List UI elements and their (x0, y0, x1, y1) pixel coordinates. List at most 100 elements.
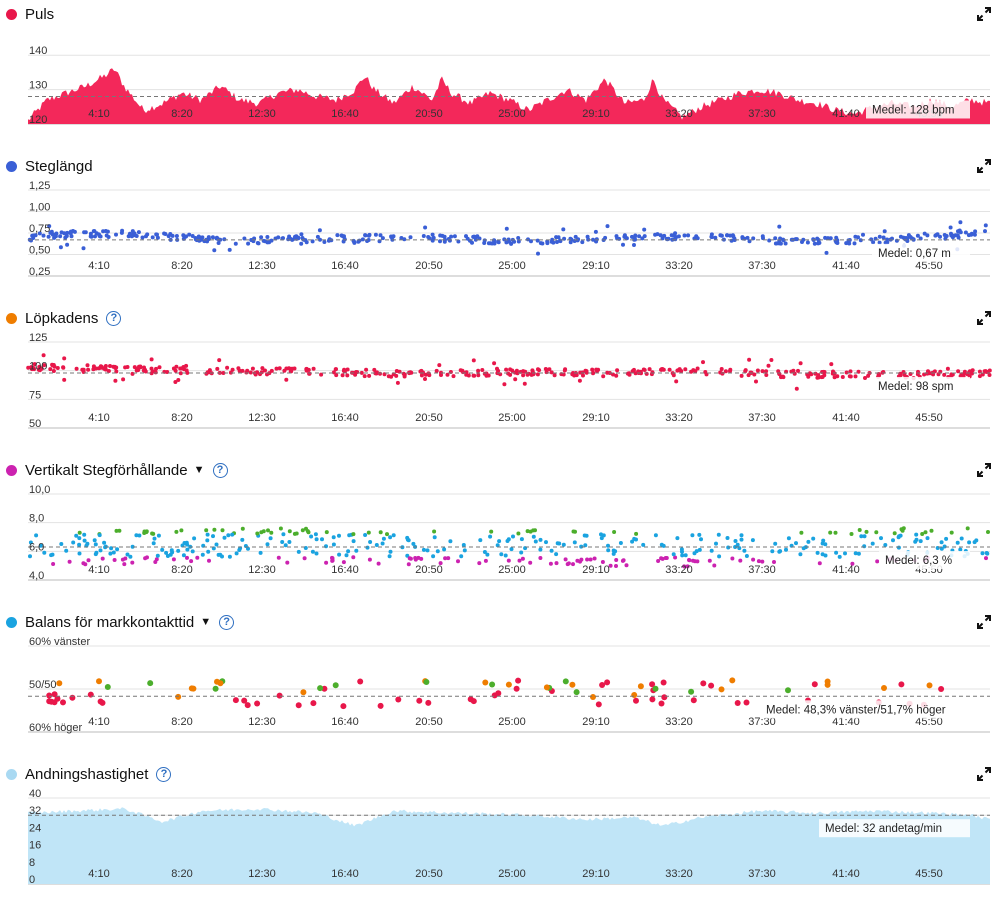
balans-chart-title: Balans för markkontakttid (25, 613, 195, 631)
data-point (82, 230, 87, 235)
data-point (448, 539, 453, 544)
expand-icon[interactable] (976, 462, 992, 478)
data-point (246, 241, 251, 246)
data-point (181, 233, 186, 238)
data-point (364, 367, 369, 372)
data-point (69, 234, 74, 239)
help-icon[interactable]: ? (156, 766, 172, 782)
data-point (506, 558, 511, 563)
data-point (196, 234, 201, 239)
puls-chart-panel: Puls 140 130 120 4:10 8:20 12:30 16:40 20:50 25:0… (0, 0, 1006, 152)
data-point (844, 241, 849, 246)
data-point (344, 553, 349, 558)
data-point (55, 366, 60, 370)
expand-icon[interactable] (976, 310, 992, 326)
data-point (385, 532, 389, 537)
data-point (892, 531, 897, 536)
data-point (141, 368, 146, 373)
data-point (480, 368, 485, 372)
y-tick-label: 4,0 (29, 570, 44, 582)
data-point (188, 685, 195, 692)
data-point (483, 558, 488, 563)
data-point (140, 235, 145, 240)
data-point (652, 685, 659, 692)
data-point (538, 537, 543, 542)
data-point (58, 234, 63, 239)
data-point (423, 377, 427, 381)
data-point (408, 235, 413, 240)
dropdown-caret-icon[interactable]: ▼ (200, 616, 212, 628)
data-point (478, 538, 483, 543)
legend-dot-icon (6, 160, 17, 172)
data-point (549, 239, 554, 244)
data-point (28, 540, 33, 545)
data-point (772, 560, 776, 564)
data-point (939, 546, 944, 551)
expand-icon[interactable] (976, 158, 992, 174)
data-point (496, 240, 501, 245)
data-point (456, 239, 461, 244)
data-point (973, 229, 978, 234)
data-point (432, 529, 437, 534)
data-point (725, 536, 730, 540)
data-point (538, 547, 543, 552)
data-point (215, 366, 220, 371)
balans-chart-header[interactable]: Balans för markkontakttid ▼? (6, 612, 235, 632)
data-point (881, 685, 887, 691)
data-point (373, 371, 378, 376)
data-point (470, 698, 477, 705)
x-tick-label: 12:30 (248, 564, 276, 576)
data-point (331, 370, 336, 375)
data-point (956, 369, 961, 374)
data-point (730, 556, 735, 561)
data-point (368, 540, 373, 544)
x-tick-label: 37:30 (748, 868, 776, 880)
data-point (828, 236, 833, 241)
data-point (46, 692, 53, 699)
x-tick-label: 4:10 (88, 108, 109, 120)
data-point (528, 529, 533, 534)
data-point (881, 235, 886, 240)
data-point (554, 561, 559, 566)
data-point (269, 368, 274, 373)
data-point (548, 561, 553, 566)
data-point (103, 229, 108, 233)
expand-icon[interactable] (976, 766, 992, 782)
data-point (377, 702, 384, 709)
data-point (739, 533, 744, 538)
help-icon[interactable]: ? (219, 614, 235, 630)
data-point (660, 556, 665, 561)
data-point (187, 232, 192, 237)
data-point (51, 691, 58, 698)
help-icon[interactable]: ? (212, 462, 228, 478)
data-point (380, 236, 385, 241)
data-point (632, 367, 636, 372)
data-point (299, 241, 304, 246)
data-point (212, 248, 217, 253)
data-point (495, 690, 502, 697)
data-point (340, 373, 345, 378)
expand-icon[interactable] (976, 614, 992, 630)
data-point (53, 234, 58, 239)
vertikalt-chart-header[interactable]: Vertikalt Stegförhållande ▼? (6, 460, 228, 480)
data-point (184, 368, 189, 373)
data-point (536, 367, 540, 372)
data-point (671, 552, 676, 557)
data-point (821, 538, 826, 543)
help-icon[interactable]: ? (106, 310, 122, 326)
expand-icon[interactable] (976, 6, 992, 22)
data-point (163, 232, 168, 236)
data-point (47, 224, 52, 229)
data-point (915, 233, 920, 238)
data-point (585, 557, 590, 562)
x-tick-label: 37:30 (748, 716, 776, 728)
x-tick-label: 20:50 (415, 868, 443, 880)
dropdown-caret-icon[interactable]: ▼ (193, 464, 205, 476)
x-tick-label: 20:50 (415, 716, 443, 728)
data-point (165, 554, 170, 558)
data-point (39, 366, 44, 371)
data-point (48, 230, 53, 235)
legend-dot-icon (6, 8, 17, 20)
data-point (106, 369, 111, 373)
data-point (60, 699, 66, 706)
